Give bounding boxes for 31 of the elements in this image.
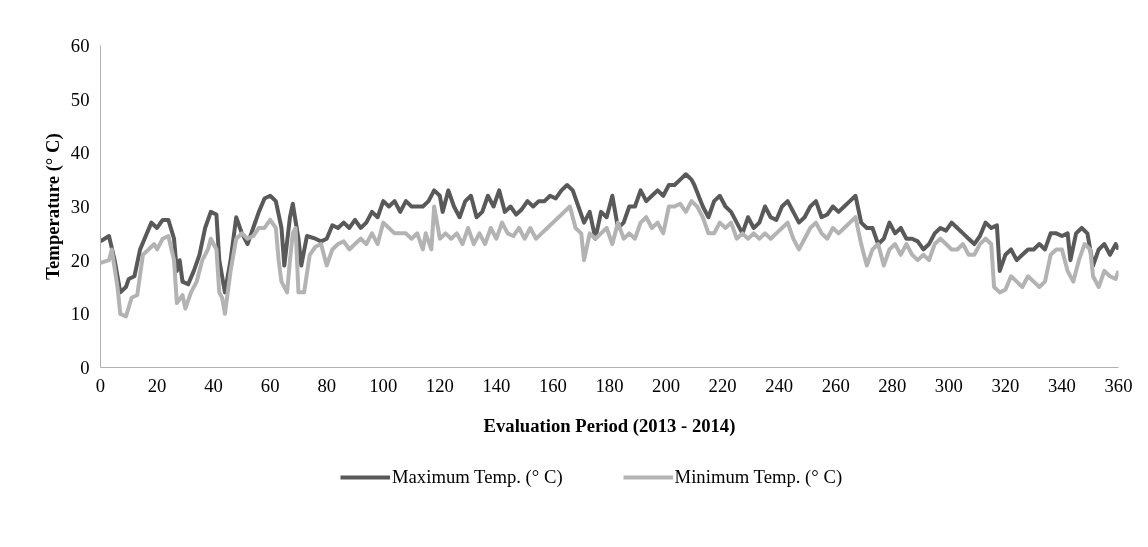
x-tick-label: 300 <box>934 374 963 396</box>
x-tick-label: 40 <box>204 374 223 396</box>
legend-label: Maximum Temp. (° C) <box>392 466 563 488</box>
x-tick-label: 140 <box>482 374 511 396</box>
y-tick-label: 10 <box>70 303 90 325</box>
x-tick-label: 320 <box>991 374 1020 396</box>
y-axis-title: Temperature (° C) <box>41 133 64 280</box>
x-tick-label: 100 <box>369 374 398 396</box>
y-tick-label: 30 <box>70 196 90 217</box>
y-tick-label: 20 <box>70 249 90 271</box>
x-tick-label: 200 <box>652 374 681 396</box>
x-tick-label: 260 <box>821 374 850 396</box>
y-tick-label: 0 <box>80 357 90 378</box>
x-tick-label: 20 <box>147 374 167 396</box>
y-tick-label: 60 <box>70 35 90 56</box>
x-tick-label: 280 <box>878 374 907 396</box>
x-tick-label: 0 <box>95 374 106 396</box>
x-tick-label: 340 <box>1047 374 1076 396</box>
line-series <box>100 172 1119 295</box>
y-tick-label: 50 <box>70 88 90 110</box>
x-tick-label: 120 <box>425 374 454 396</box>
x-tick-label: 180 <box>595 374 624 396</box>
y-tick-label: 40 <box>70 142 90 164</box>
x-tick-label: 60 <box>260 374 280 396</box>
x-tick-label: 80 <box>317 374 337 396</box>
x-tick-label: 360 <box>1104 374 1133 396</box>
x-tick-label: 160 <box>538 374 567 396</box>
x-tick-label: 220 <box>708 374 737 396</box>
x-tick-label: 240 <box>765 374 794 396</box>
legend-label: Minimum Temp. (° C) <box>674 466 843 488</box>
x-axis-title: Evaluation Period (2013 - 2014) <box>483 414 736 437</box>
